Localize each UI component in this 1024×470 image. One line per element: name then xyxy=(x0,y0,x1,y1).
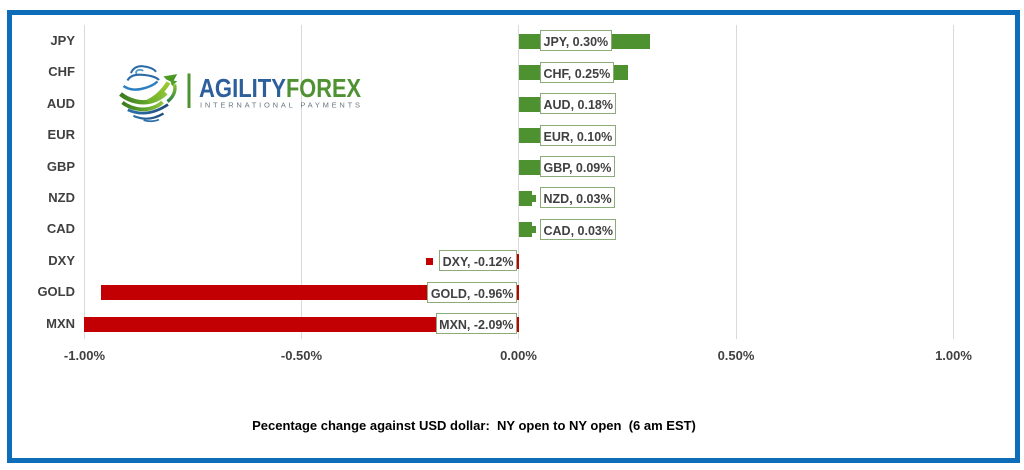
svg-text:FOREX: FOREX xyxy=(286,73,362,103)
svg-text:AGILITY: AGILITY xyxy=(199,73,286,103)
svg-text:INTERNATIONAL PAYMENTS: INTERNATIONAL PAYMENTS xyxy=(200,101,360,110)
